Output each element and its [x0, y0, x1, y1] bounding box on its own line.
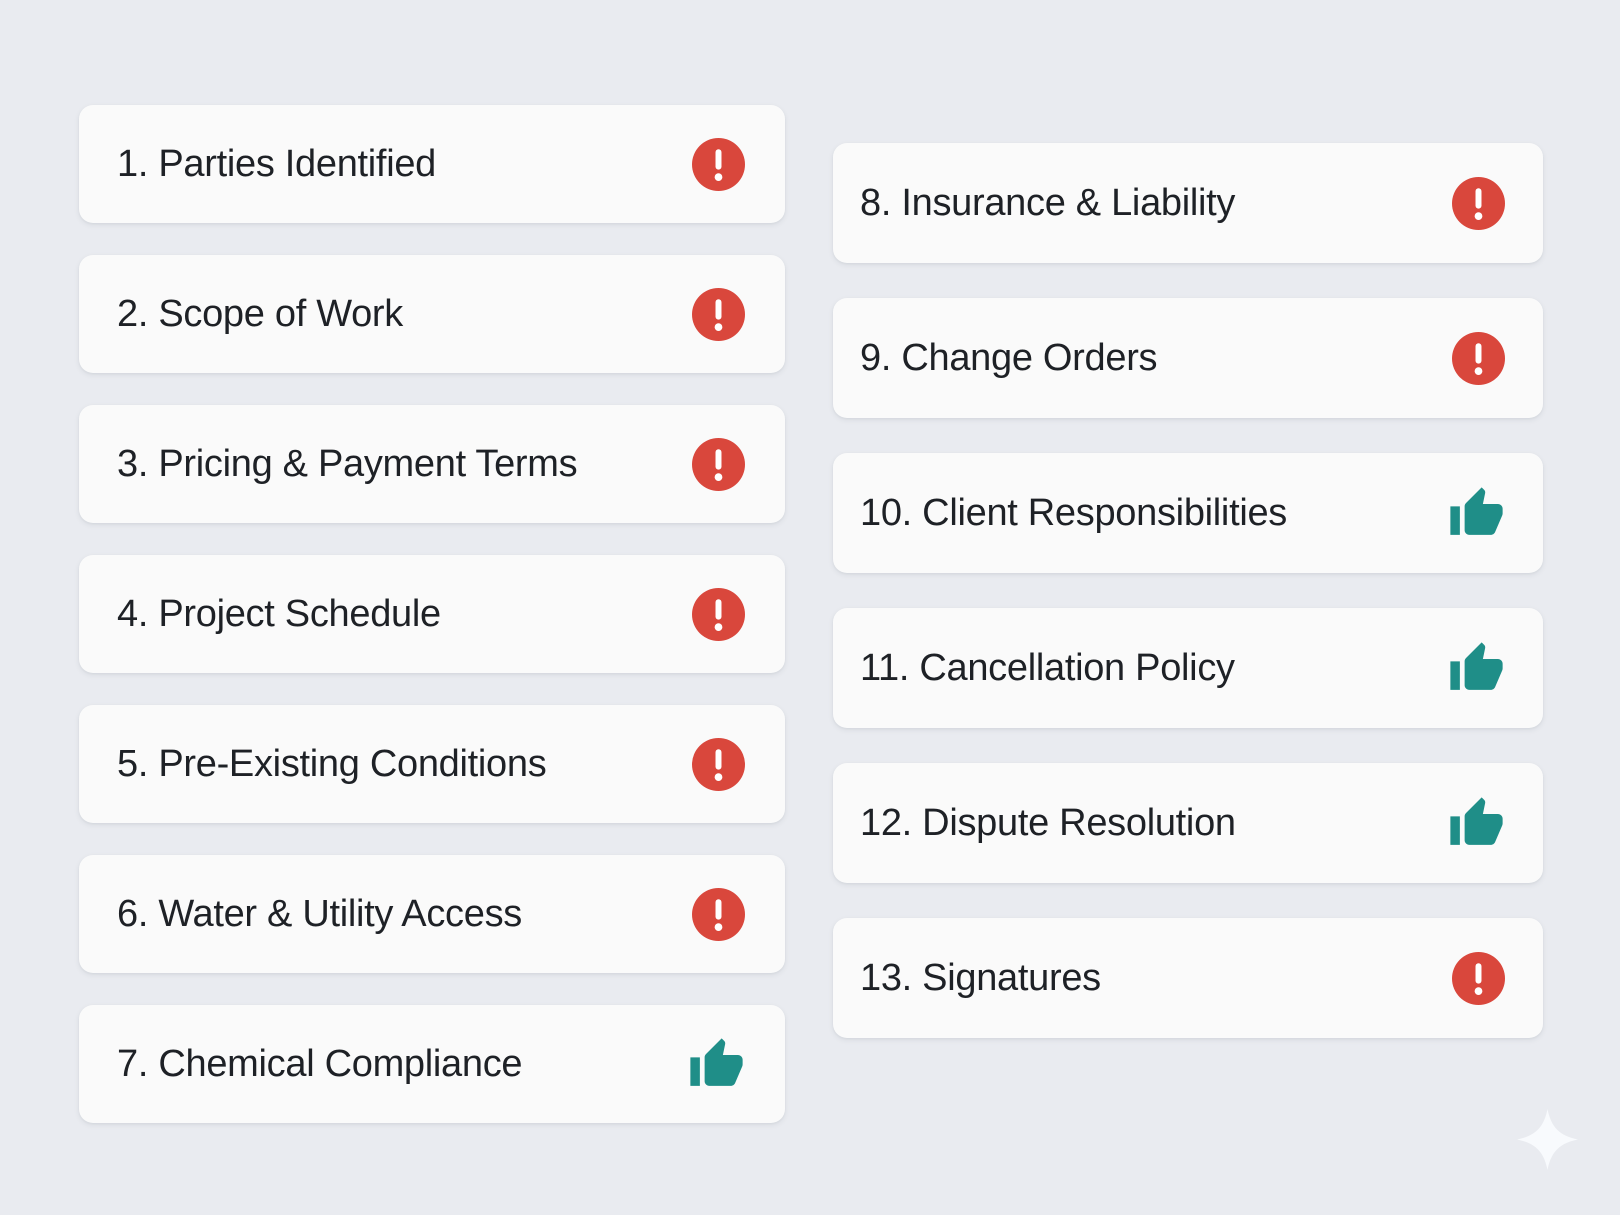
checklist-item[interactable]: 8. Insurance & Liability — [833, 143, 1543, 263]
checklist-item[interactable]: 3. Pricing & Payment Terms — [79, 405, 785, 523]
checklist-item[interactable]: 11. Cancellation Policy — [833, 608, 1543, 728]
checklist-column-right: 8. Insurance & Liability 9. Change Order… — [833, 143, 1543, 1038]
checklist-item[interactable]: 4. Project Schedule — [79, 555, 785, 673]
exclamation-alert-icon — [692, 888, 745, 941]
checklist-item-label: 1. Parties Identified — [117, 142, 437, 185]
checklist-item-label: 3. Pricing & Payment Terms — [117, 442, 578, 485]
exclamation-alert-icon — [692, 738, 745, 791]
exclamation-alert-icon — [1452, 332, 1505, 385]
thumbs-up-icon — [1448, 640, 1505, 697]
checklist-item[interactable]: 13. Signatures — [833, 918, 1543, 1038]
exclamation-alert-icon — [1452, 177, 1505, 230]
thumbs-up-icon — [688, 1036, 745, 1093]
checklist-item-label: 10. Client Responsibilities — [860, 491, 1288, 534]
checklist-item-label: 12. Dispute Resolution — [860, 801, 1236, 844]
checklist-item-label: 5. Pre-Existing Conditions — [117, 742, 547, 785]
checklist-item[interactable]: 7. Chemical Compliance — [79, 1005, 785, 1123]
exclamation-alert-icon — [1452, 952, 1505, 1005]
checklist-column-left: 1. Parties Identified 2. Scope of Work 3… — [79, 105, 785, 1123]
exclamation-alert-icon — [692, 138, 745, 191]
checklist-item[interactable]: 10. Client Responsibilities — [833, 453, 1543, 573]
thumbs-up-icon — [1448, 485, 1505, 542]
sparkle-icon — [1515, 1107, 1580, 1172]
exclamation-alert-icon — [692, 438, 745, 491]
checklist-item[interactable]: 6. Water & Utility Access — [79, 855, 785, 973]
checklist-item-label: 4. Project Schedule — [117, 592, 441, 635]
checklist-item[interactable]: 12. Dispute Resolution — [833, 763, 1543, 883]
checklist-item[interactable]: 9. Change Orders — [833, 298, 1543, 418]
exclamation-alert-icon — [692, 588, 745, 641]
checklist-item-label: 2. Scope of Work — [117, 292, 403, 335]
checklist-item[interactable]: 5. Pre-Existing Conditions — [79, 705, 785, 823]
checklist-item-label: 6. Water & Utility Access — [117, 892, 522, 935]
exclamation-alert-icon — [692, 288, 745, 341]
checklist-item-label: 7. Chemical Compliance — [117, 1042, 523, 1085]
checklist-item-label: 8. Insurance & Liability — [860, 181, 1236, 224]
thumbs-up-icon — [1448, 795, 1505, 852]
checklist-item-label: 9. Change Orders — [860, 336, 1158, 379]
checklist-item[interactable]: 1. Parties Identified — [79, 105, 785, 223]
checklist-item-label: 13. Signatures — [860, 956, 1101, 999]
checklist-item[interactable]: 2. Scope of Work — [79, 255, 785, 373]
checklist-item-label: 11. Cancellation Policy — [860, 646, 1235, 689]
